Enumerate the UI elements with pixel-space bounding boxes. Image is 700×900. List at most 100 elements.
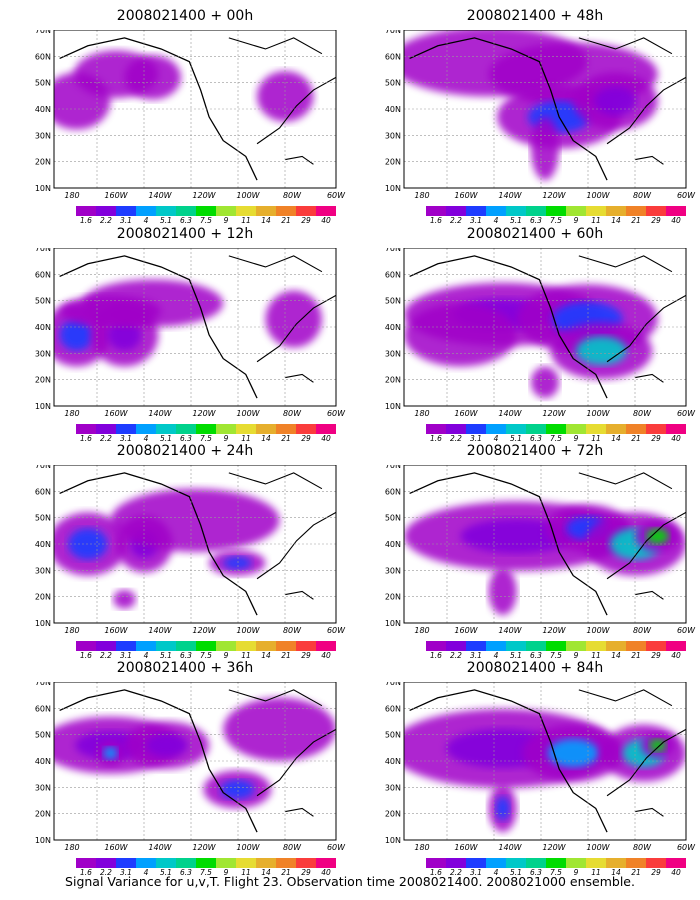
colorbar-label: 2.2 [100,216,112,225]
colorbar-swatch [666,858,686,868]
colorbar-label: 21 [281,651,291,660]
colorbar-label: 5.1 [160,434,172,443]
colorbar-label: 3.1 [120,434,132,443]
lon-tick-label: 120W [542,843,566,852]
coastline [409,689,608,833]
map-frame [403,465,687,624]
colorbar-swatch [586,206,606,216]
colorbar-label: 2.2 [450,434,462,443]
lon-tick-label: 60W [327,843,346,852]
variance-field [404,472,686,616]
panel-title: 2008021400 + 72h [466,443,604,459]
panel-title: 2008021400 + 60h [466,226,604,242]
colorbar-label: 1.6 [430,434,442,443]
lon-tick-label: 160W [454,409,478,418]
colorbar-label: 40 [671,651,681,660]
colorbar-swatch [646,858,666,868]
colorbar-label: 3.1 [470,216,482,225]
colorbar-label: 11 [241,868,251,877]
variance-blob [530,116,560,181]
lon-tick-label: 80W [283,626,302,635]
colorbar-label: 6.3 [530,651,542,660]
lon-tick-label: 100W [236,626,260,635]
colorbar-swatch [566,641,586,651]
colorbar-swatch [136,641,156,651]
colorbar-swatch [626,206,646,216]
colorbar-label: 3.1 [120,868,132,877]
lat-tick-label: 60N [385,487,401,496]
lat-tick-label: 70N [35,30,51,35]
panel-title: 2008021400 + 36h [116,660,254,676]
lat-tick-label: 30N [35,566,51,575]
colorbar-swatch [176,858,196,868]
variance-field [404,689,686,833]
lat-tick-label: 10N [385,402,401,411]
panel-title: 2008021400 + 84h [466,660,604,676]
colorbar-label: 7.5 [550,216,562,225]
lon-tick-label: 60W [327,626,346,635]
map-panel: 2008021400 + 00h 70N 60N 50N 40N 30N 20N 10N 180… [20,8,350,225]
lat-tick-label: 10N [35,619,51,628]
colorbar-swatch [606,858,626,868]
colorbar-label: 21 [631,651,641,660]
lon-tick-label: 60W [327,191,346,200]
lat-tick-label: 70N [385,30,401,35]
colorbar-swatch [586,424,606,434]
colorbar-label: 40 [671,434,681,443]
colorbar-label: 11 [591,868,601,877]
colorbar-label: 3.1 [470,434,482,443]
colorbar-swatch [316,641,336,651]
variance-blob [530,366,560,399]
colorbar-swatch [96,858,116,868]
lat-tick-label: 40N [385,105,401,114]
lat-tick-label: 60N [35,487,51,496]
colorbar-label: 1.6 [80,434,92,443]
lon-tick-label: 120W [542,626,566,635]
colorbar-swatch [116,206,136,216]
colorbar-swatch [646,206,666,216]
colorbar-label: 4 [493,216,499,225]
colorbar-swatch [316,858,336,868]
lat-tick-label: 20N [35,158,51,167]
map-frame [53,30,337,189]
lon-tick-label: 100W [586,191,610,200]
colorbar-label: 1.6 [80,651,92,660]
colorbar-swatch [316,206,336,216]
lon-tick-label: 80W [633,626,652,635]
map-plot: 70N 60N 50N 40N 30N 20N 10N 180 160W 140W 120W 100W… [35,248,346,418]
panel-title: 2008021400 + 24h [116,443,254,459]
colorbar-swatch [236,858,256,868]
colorbar-swatch [76,641,96,651]
colorbar-label: 9 [223,651,229,660]
colorbar-swatch [276,858,296,868]
lat-tick-label: 60N [35,270,51,279]
lat-tick-label: 10N [35,402,51,411]
colorbar [76,424,336,434]
lat-tick-label: 60N [385,52,401,61]
map-frame [53,465,337,624]
colorbar [76,858,336,868]
colorbar-labels: 1.6 2.2 3.1 4 5.1 6.3 7.5 9 11 14 21 29 40 [76,216,336,226]
panel-title: 2008021400 + 00h [116,8,254,24]
colorbar-swatch [586,858,606,868]
lat-tick-label: 30N [385,566,401,575]
colorbar [426,424,686,434]
variance-blob [59,295,162,327]
variance-core [103,746,118,760]
lat-tick-label: 50N [385,79,401,88]
colorbar-swatch [136,424,156,434]
colorbar-label: 7.5 [550,651,562,660]
lat-tick-label: 70N [385,248,401,253]
lat-tick-label: 40N [385,757,401,766]
lon-tick-label: 180 [414,843,429,852]
lat-tick-label: 40N [385,540,401,549]
lat-tick-label: 70N [35,682,51,687]
colorbar-label: 2.2 [100,651,112,660]
variance-core [220,779,255,799]
colorbar-swatch [236,206,256,216]
colorbar-label: 3.1 [120,651,132,660]
lat-tick-label: 60N [35,52,51,61]
lat-tick-label: 40N [385,323,401,332]
colorbar-label: 4 [493,868,499,877]
colorbar-label: 1.6 [80,868,92,877]
